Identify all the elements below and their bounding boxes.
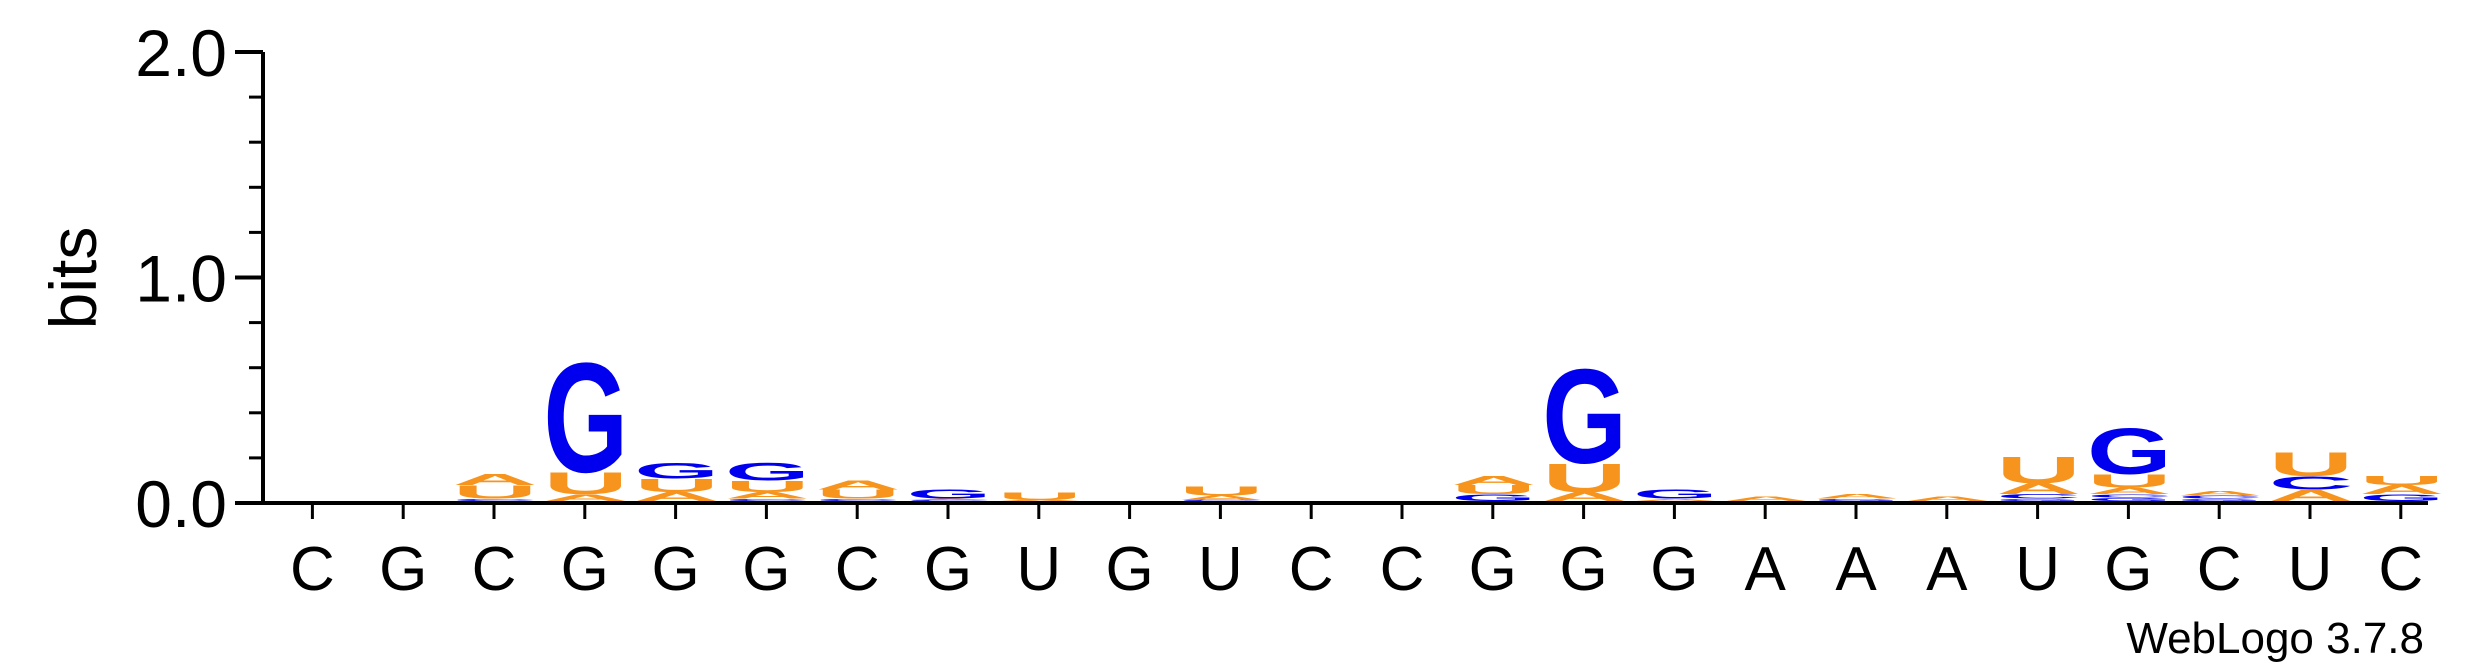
x-tick-label: G	[924, 535, 972, 604]
logo-letter-A: A	[997, 500, 1082, 502]
x-tick-label: G	[561, 535, 609, 604]
logo-letter-A: A	[816, 478, 901, 492]
logo-letter-U: U	[1451, 483, 1536, 497]
logo-letter-G: G	[2087, 497, 2172, 502]
logo-letter-U: U	[634, 475, 719, 496]
x-tick-label: C	[1380, 535, 1425, 604]
y-tick-label: 1.0	[135, 242, 227, 316]
logo-letter-U: U	[453, 482, 538, 503]
logo-letter-A: A	[2178, 490, 2263, 497]
x-tick-label: C	[290, 535, 335, 604]
logo-letter-U: U	[725, 478, 810, 496]
logo-letter-C: C	[453, 498, 538, 502]
logo-letter-A: A	[1996, 480, 2081, 498]
logo-letter-A: A	[2269, 487, 2354, 505]
logo-letter-U: U	[543, 466, 628, 501]
logo-letter-C: C	[1996, 493, 2081, 500]
x-tick-label: G	[1105, 535, 1153, 604]
y-axis-label: bits	[36, 227, 110, 330]
logo-letter-G: G	[725, 458, 810, 486]
logo-letter-A: A	[1815, 493, 1900, 500]
logo-letter-A: A	[1633, 498, 1718, 502]
x-tick-label: U	[1016, 535, 1061, 604]
logo-letter-G: G	[1996, 498, 2081, 501]
x-tick-label: C	[835, 535, 880, 604]
y-tick-label: 0.0	[135, 467, 227, 541]
logo-letter-A: A	[907, 498, 992, 500]
x-tick-label: C	[1289, 535, 1334, 604]
logo-letter-U: U	[2269, 446, 2354, 484]
x-tick-label: U	[2288, 535, 2333, 604]
x-tick-label: A	[1926, 535, 1968, 604]
logo-letter-G: G	[1815, 498, 1900, 501]
logo-letter-A: A	[634, 490, 719, 504]
logo-letter-A: A	[1905, 495, 1990, 502]
logo-letter-G: G	[1451, 493, 1536, 503]
x-tick-label: C	[2197, 535, 2242, 604]
y-tick-label: 2.0	[135, 16, 227, 90]
logo-letter-U: U	[1996, 449, 2081, 491]
logo-letter-A: A	[543, 493, 628, 503]
logo-letter-G: G	[634, 459, 719, 484]
x-tick-label: G	[2104, 535, 2152, 604]
logo-letter-A: A	[1724, 495, 1809, 502]
logo-letter-G: G	[1633, 488, 1718, 502]
logo-letter-G: G	[907, 488, 992, 502]
logo-letter-U: U	[997, 490, 1082, 502]
x-tick-label: C	[472, 535, 517, 604]
logo-letter-C: C	[1179, 500, 1264, 502]
logo-letter-A: A	[725, 490, 810, 500]
logo-letter-U: U	[1542, 455, 1627, 501]
logo-letter-U: U	[2359, 474, 2444, 488]
x-tick-label: G	[651, 535, 699, 604]
logo-letter-G: G	[1542, 341, 1627, 492]
y-tick-labels: 0.0 1.0 2.0	[135, 16, 263, 541]
logo-letter-C: C	[2087, 493, 2172, 498]
x-tick-label: G	[1650, 535, 1698, 604]
logo-letter-G: G	[2359, 493, 2444, 503]
logo-letter-A: A	[1179, 494, 1264, 501]
logo-letter-U: U	[816, 487, 901, 501]
logo-letter-U: U	[1179, 484, 1264, 498]
x-tick-label: G	[1559, 535, 1607, 604]
x-tick-label: U	[2015, 535, 2060, 604]
logo-letter-C: C	[2178, 495, 2263, 500]
x-tick-label: A	[1835, 535, 1877, 604]
logo-letter-C: C	[725, 498, 810, 502]
logo-letter-A: A	[453, 471, 538, 489]
logo-letter-C: C	[907, 500, 992, 502]
logo-letter-G: G	[2087, 415, 2172, 488]
logo-letter-A: A	[2087, 486, 2172, 496]
x-tick-label: G	[379, 535, 427, 604]
logo-letter-G: G	[543, 330, 628, 505]
x-tick-label: G	[742, 535, 790, 604]
logo-letter-C: C	[816, 498, 901, 502]
x-tick-label: A	[1745, 535, 1787, 604]
logo-letter-C: C	[2269, 473, 2354, 494]
logo-letter-G: G	[2178, 498, 2263, 501]
logo-letter-A: A	[1542, 490, 1627, 504]
logo-letter-U: U	[2087, 470, 2172, 491]
x-tick-label: G	[1469, 535, 1517, 604]
x-tick-label: U	[1198, 535, 1243, 604]
x-tick-label: C	[2378, 535, 2423, 604]
credit-label: WebLogo 3.7.8	[2126, 614, 2424, 663]
logo-letter-A: A	[1451, 474, 1536, 488]
logo-letter-A: A	[2359, 483, 2444, 497]
